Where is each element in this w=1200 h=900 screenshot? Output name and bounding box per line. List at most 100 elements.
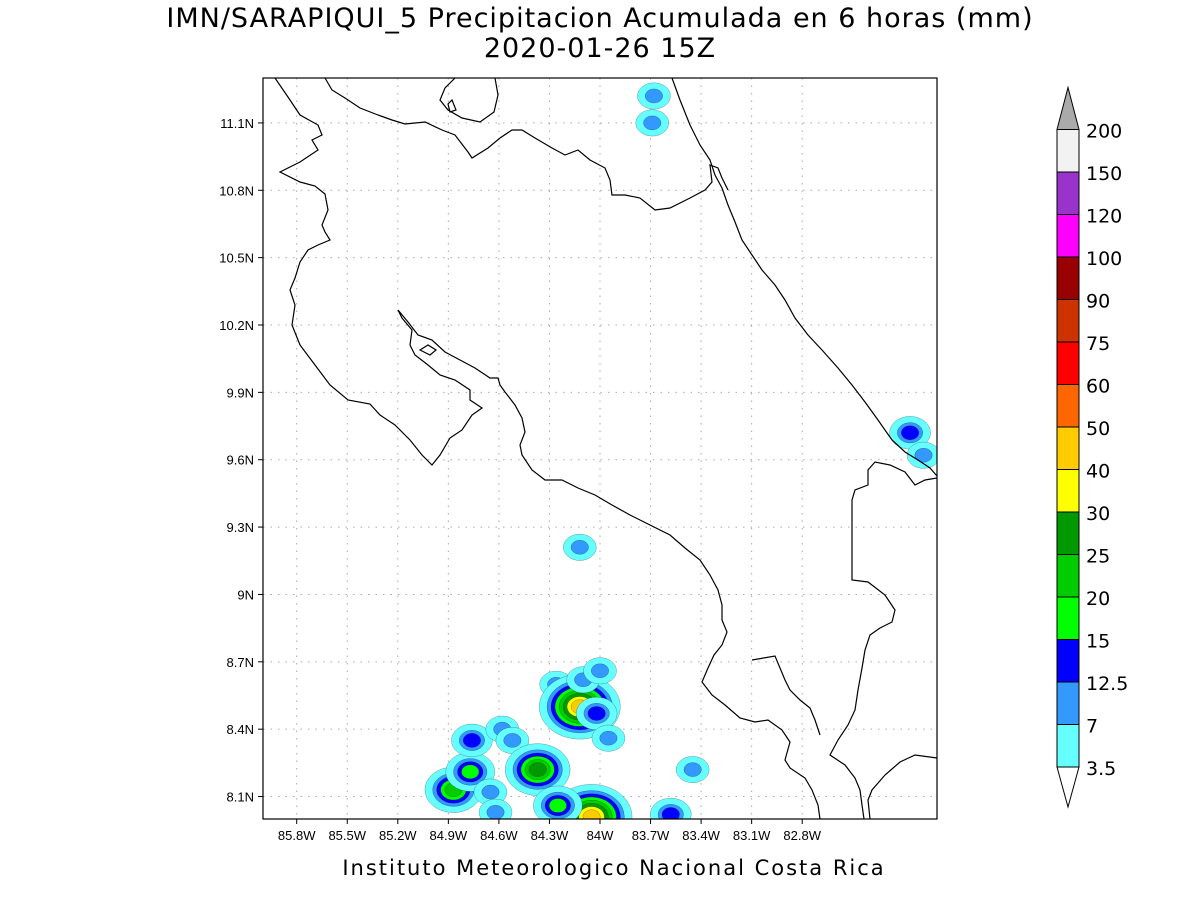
precip-cell <box>504 743 571 796</box>
precip-contour <box>570 540 589 555</box>
lon-tick-label: 85.8W <box>278 828 316 843</box>
colorbar-swatch <box>1056 639 1080 683</box>
lon-tick-label: 83.4W <box>682 828 720 843</box>
panama-coast <box>867 754 937 819</box>
colorbar-swatch <box>1056 129 1080 173</box>
precip-contour <box>548 798 567 813</box>
lat-tick-label: 10.8N <box>219 183 254 198</box>
precip-cell <box>635 109 669 137</box>
colorbar-swatch <box>1056 681 1080 725</box>
lon-tick-label: 83.1W <box>733 828 771 843</box>
latitude-labels: 11.1N 10.8N 10.5N 10.2N 9.9N 9.6N 9.3N 9N 8.7N 8.… <box>219 116 263 805</box>
colorbar-swatch <box>1056 596 1080 640</box>
colorbar-swatch <box>1056 341 1080 385</box>
precipitation-field <box>424 82 937 819</box>
colorbar-swatch <box>1056 511 1080 555</box>
longitude-labels: 85.8W 85.5W 85.2W 84.9W 84.6W 84.3W 84W 83.7W 83… <box>278 819 822 843</box>
precip-contour <box>683 762 702 777</box>
precip-cell <box>563 533 597 561</box>
colorbar-level-label: 3.5 <box>1086 758 1116 780</box>
lon-tick-label: 84W <box>587 828 614 843</box>
lat-tick-label: 11.1N <box>220 116 254 131</box>
lon-tick-label: 84.6W <box>480 828 518 843</box>
precip-contour <box>528 762 547 777</box>
precip-contour <box>644 88 663 104</box>
colorbar: 3.5 7 12.5 15 20 25 30 40 50 60 75 90 100 120 150 200 <box>1056 85 1128 809</box>
colorbar-level-label: 40 <box>1086 461 1110 483</box>
colorbar-level-label: 75 <box>1086 333 1110 355</box>
lat-tick-label: 10.5N <box>219 251 254 266</box>
precip-contour <box>643 115 662 131</box>
lake-outline <box>439 78 499 123</box>
coastline <box>274 78 937 819</box>
precip-contour <box>587 706 606 721</box>
precip-cell <box>583 657 617 685</box>
northern-border <box>324 78 729 211</box>
colorbar-level-label: 150 <box>1086 163 1122 185</box>
lon-tick-label: 84.9W <box>430 828 468 843</box>
colorbar-level-label: 100 <box>1086 248 1122 270</box>
lat-tick-label: 9.9N <box>227 385 254 400</box>
precip-contour <box>481 784 500 800</box>
precip-contour <box>462 733 481 748</box>
precip-cell <box>637 82 671 110</box>
lat-tick-label: 9.6N <box>227 453 254 468</box>
colorbar-level-label: 20 <box>1086 588 1110 610</box>
colorbar-level-label: 15 <box>1086 631 1110 653</box>
lat-tick-label: 10.2N <box>219 318 254 333</box>
panama-border <box>829 461 937 819</box>
lat-tick-label: 9.3N <box>227 520 254 535</box>
lon-tick-label: 83.7W <box>632 828 670 843</box>
footer-credit: Instituto Meteorologico Nacional Costa R… <box>342 856 886 880</box>
lat-tick-label: 8.1N <box>227 790 254 805</box>
precip-contour <box>599 730 618 746</box>
lat-tick-label: 9N <box>237 587 254 602</box>
precip-cell <box>533 785 583 819</box>
map-subtitle: 2020-01-26 15Z <box>483 33 717 64</box>
precip-cell <box>650 797 692 819</box>
precip-cell <box>591 724 626 752</box>
lon-tick-label: 82.8W <box>783 828 821 843</box>
precip-contour <box>582 809 601 819</box>
lat-tick-label: 8.7N <box>227 655 254 670</box>
colorbar-level-label: 90 <box>1086 291 1110 313</box>
colorbar-swatch <box>1056 554 1080 598</box>
colorbar-level-label: 25 <box>1086 546 1110 568</box>
colorbar-swatch <box>1056 171 1080 215</box>
precip-cell <box>451 723 493 758</box>
precip-cell <box>675 756 710 783</box>
colorbar-swatch <box>1056 724 1080 768</box>
colorbar-level-label: 12.5 <box>1086 673 1128 695</box>
colorbar-swatch <box>1056 469 1080 513</box>
precip-contour <box>591 663 609 678</box>
colorbar-level-label: 200 <box>1086 121 1122 143</box>
precip-contour <box>503 733 522 748</box>
colorbar-swatch <box>1056 426 1080 470</box>
precip-contour <box>461 764 480 780</box>
colorbar-level-label: 30 <box>1086 503 1110 525</box>
lat-tick-label: 8.4N <box>227 722 254 737</box>
map-title: IMN/SARAPIQUI_5 Precipitacion Acumulada … <box>166 3 1034 34</box>
colorbar-swatch <box>1056 214 1080 258</box>
lon-tick-label: 85.2W <box>379 828 417 843</box>
precip-contour <box>661 807 680 819</box>
island <box>447 98 457 113</box>
colorbar-swatch <box>1056 299 1080 343</box>
osa-peninsula <box>751 655 821 736</box>
pacific-coastline <box>274 78 821 819</box>
precip-cell <box>495 727 530 754</box>
caribbean-coastline <box>671 78 937 477</box>
chira-island <box>418 344 438 356</box>
colorbar-level-label: 50 <box>1086 418 1110 440</box>
precip-cell <box>445 752 495 792</box>
precip-cell <box>906 441 937 469</box>
precip-cell <box>478 798 513 819</box>
colorbar-level-label: 7 <box>1086 716 1098 738</box>
colorbar-under-triangle <box>1056 766 1080 809</box>
colorbar-swatch <box>1056 256 1080 300</box>
colorbar-level-label: 60 <box>1086 376 1110 398</box>
colorbar-swatch <box>1056 384 1080 428</box>
precip-contour <box>914 448 933 463</box>
colorbar-over-triangle <box>1056 85 1080 130</box>
